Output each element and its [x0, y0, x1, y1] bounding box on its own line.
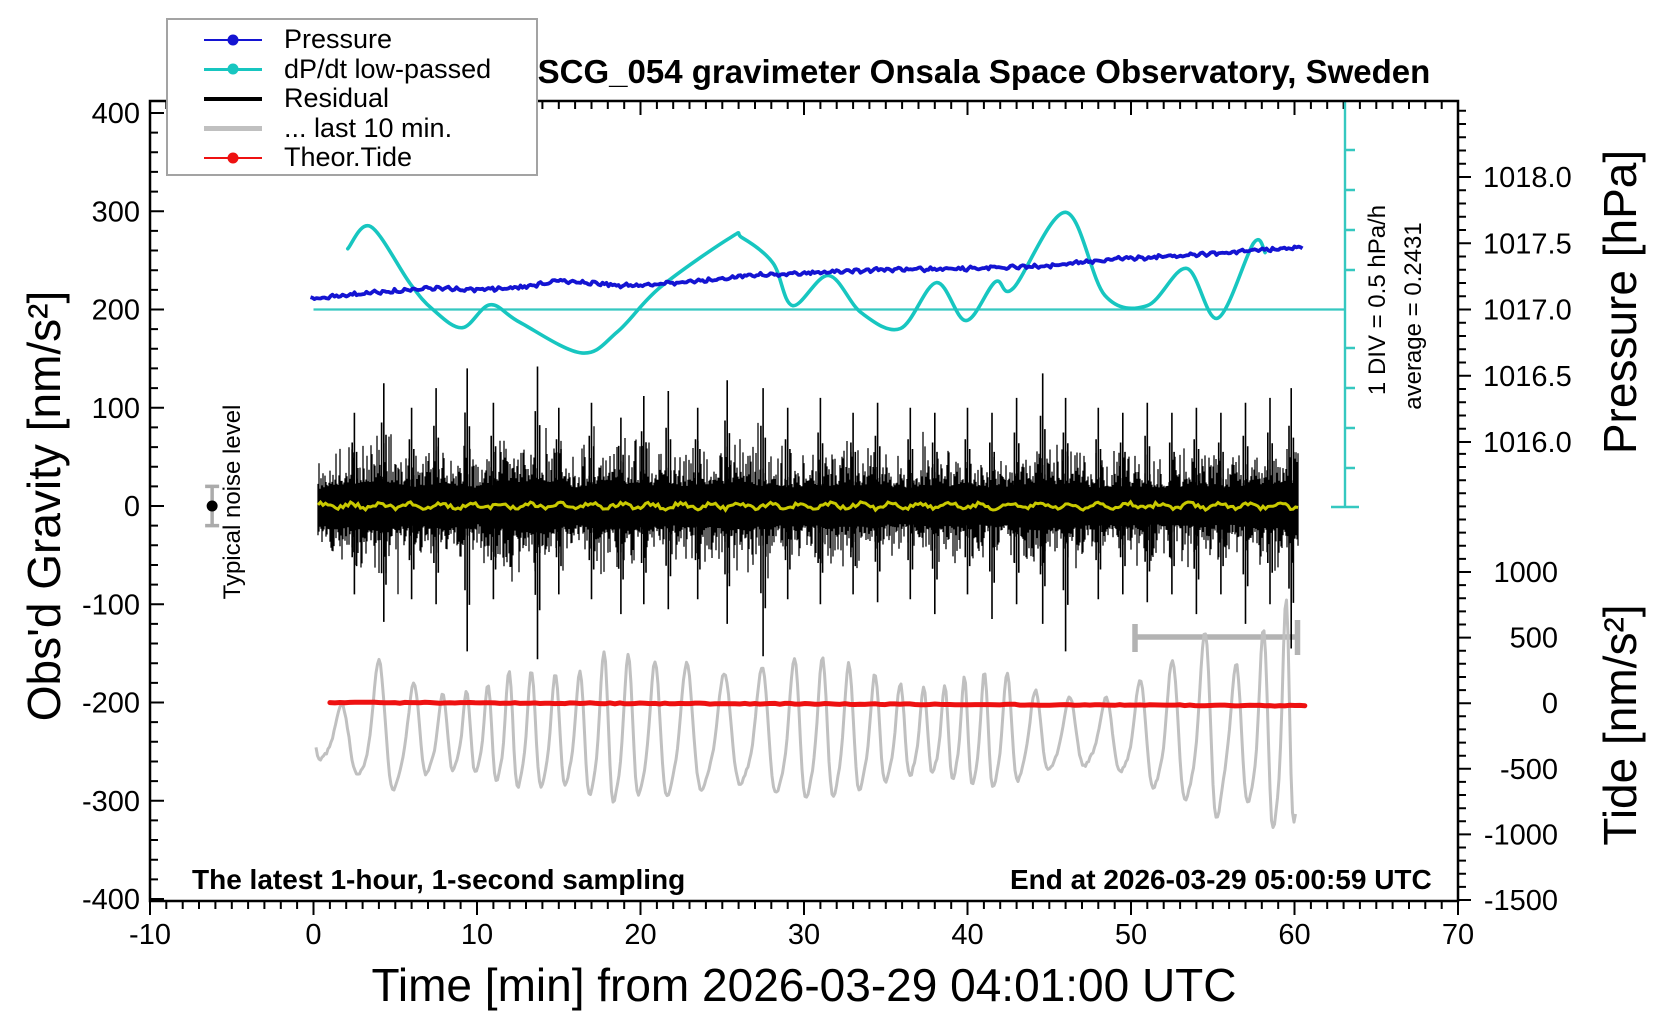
- legend-label: dP/dt low-passed: [284, 53, 492, 84]
- pressure-series: [309, 244, 1304, 302]
- legend-dot-icon: [227, 63, 239, 75]
- tick-label: 1000: [1493, 557, 1558, 589]
- legend-swatch: [204, 63, 262, 75]
- residual-lowpass-series: [316, 499, 1299, 513]
- tick-label: -500: [1500, 754, 1558, 786]
- tick-label: 0: [1542, 688, 1558, 720]
- legend-label: Pressure: [284, 24, 393, 55]
- tick-label: 50: [1115, 919, 1147, 951]
- legend-dot-icon: [227, 152, 239, 164]
- tick-label: 0: [305, 919, 321, 951]
- tick-label: 400: [92, 98, 140, 130]
- gravity-axis-title: Obs'd Gravity [nm/s²]: [18, 290, 70, 722]
- tick-label: 20: [624, 919, 656, 951]
- tick-label: -1500: [1484, 885, 1558, 917]
- legend-swatch: [204, 152, 262, 164]
- tick-label: 10: [461, 919, 493, 951]
- residual-series: [317, 366, 1299, 660]
- x-axis-title: Time [min] from 2026-03-29 04:01:00 UTC: [371, 959, 1237, 1011]
- tick-label: 500: [1510, 623, 1558, 655]
- axis-tick-labels: -10 0 10 20 30 40 50 60 704003002001000-100-200-…: [82, 98, 1572, 951]
- tick-label: 1016.5: [1483, 361, 1572, 393]
- tick-label: 60: [1278, 919, 1310, 951]
- tick-label: 100: [92, 393, 140, 425]
- tick-label: 70: [1442, 919, 1474, 951]
- tide-axis-title: Tide [nm/s²]: [1594, 604, 1646, 846]
- noise-level-marker: [205, 484, 220, 528]
- legend-label: Theor.Tide: [284, 142, 413, 173]
- pressure-axis-title: Pressure [hPa]: [1594, 149, 1646, 455]
- legend-item-1: dP/dt low-passed: [168, 53, 536, 85]
- legend-swatch: [204, 34, 262, 46]
- tick-label: 300: [92, 196, 140, 228]
- div-scale-label: 1 DIV = 0.5 hPa/h: [1364, 204, 1391, 396]
- legend-item-0: Pressure: [168, 24, 536, 55]
- tide-series: [327, 699, 1308, 709]
- tick-label: 1017.5: [1483, 228, 1572, 260]
- plot-frame: [148, 99, 1460, 903]
- tick-label: 30: [788, 919, 820, 951]
- tick-label: -1000: [1484, 819, 1558, 851]
- tick-label: -200: [82, 688, 140, 720]
- div-scale-bar: [313, 101, 1359, 509]
- legend-swatch: [204, 126, 262, 131]
- tick-label: 1017.0: [1483, 295, 1572, 327]
- sampling-note: The latest 1-hour, 1-second sampling: [192, 864, 686, 895]
- tick-label: 1018.0: [1483, 162, 1572, 194]
- tick-label: -100: [82, 589, 140, 621]
- tick-label: 40: [951, 919, 983, 951]
- legend-item-3: ... last 10 min.: [168, 112, 536, 144]
- legend: Pressure dP/dt low-passed Residual... last…: [166, 18, 538, 176]
- typical-noise-label: Typical noise level: [219, 404, 246, 600]
- legend-item-4: Theor.Tide: [168, 142, 536, 173]
- dpdt-series: [346, 210, 1267, 355]
- last10-bracket: [1132, 620, 1301, 655]
- average-label: average = 0.2431: [1400, 222, 1427, 410]
- legend-dot-icon: [227, 34, 239, 46]
- legend-label: ... last 10 min.: [284, 112, 453, 143]
- end-time-note: End at 2026-03-29 05:00:59 UTC: [1010, 864, 1432, 895]
- tick-label: 0: [124, 491, 140, 523]
- tick-label: -300: [82, 786, 140, 818]
- tick-label: -400: [82, 884, 140, 916]
- tick-label: 200: [92, 295, 140, 327]
- page-title: SCG_054 gravimeter Onsala Space Observat…: [537, 53, 1431, 90]
- tick-label: -10: [129, 919, 171, 951]
- tick-label: 1016.0: [1483, 427, 1572, 459]
- legend-item-2: Residual: [168, 83, 536, 114]
- legend-swatch: [204, 96, 262, 101]
- legend-label: Residual: [284, 83, 390, 114]
- last10-series: [314, 598, 1297, 829]
